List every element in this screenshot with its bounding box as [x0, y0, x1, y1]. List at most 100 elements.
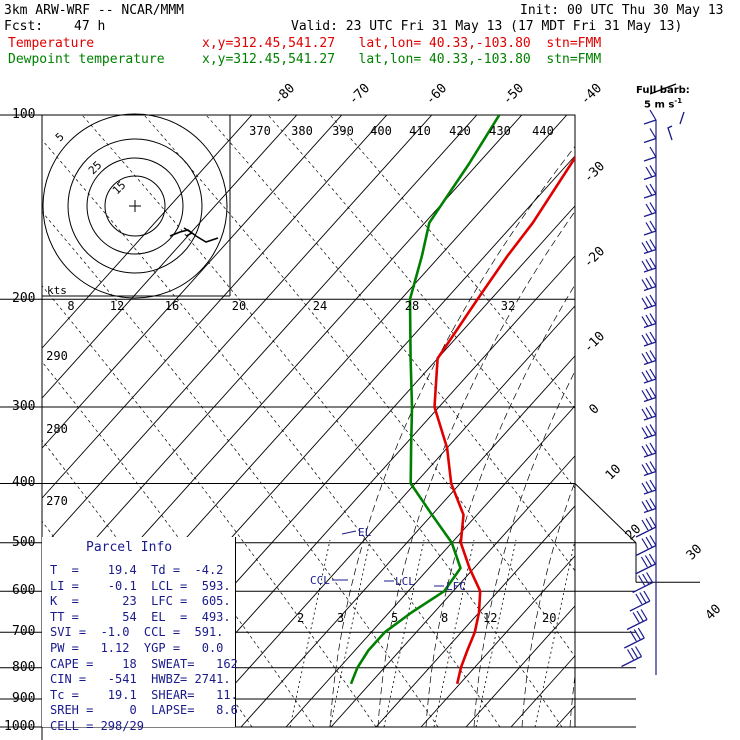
speed-scale-label: 8 — [67, 299, 74, 313]
model-title: 3km ARW-WRF -- NCAR/MMM — [4, 3, 185, 18]
forecast-label: Fcst: — [4, 19, 44, 34]
wind-barb-feather — [641, 242, 649, 253]
temperature-legend-label: Temperature — [8, 36, 95, 51]
moist-adiabat — [473, 370, 575, 727]
hodograph-ring — [42, 113, 228, 299]
parcel-info-row: CAPE = 18 SWEAT= 162 — [50, 656, 238, 671]
wind-barb-staff — [629, 600, 651, 612]
wind-barb-feather — [649, 405, 657, 417]
init-time: Init: 00 UTC Thu 30 May 13 — [520, 3, 724, 18]
mixing-ratio-lines — [289, 539, 576, 727]
mixing-ratio-line — [475, 539, 517, 727]
isotherm-label: -10 — [581, 329, 608, 356]
isotherm-line — [375, 505, 575, 727]
speed-scale-label: 32 — [501, 299, 515, 313]
wind-barb-feather — [649, 424, 657, 435]
wind-barb-feather — [645, 203, 653, 215]
lfc-label: LFC — [446, 580, 466, 593]
theta-label: 380 — [291, 124, 313, 138]
wind-barb-feather — [641, 408, 649, 420]
mixing-ratio-line — [534, 539, 576, 727]
wind-barb-feather — [629, 630, 637, 642]
wind-barb — [643, 128, 657, 144]
wind-barb-feather — [641, 316, 649, 327]
wind-barb — [641, 461, 657, 477]
isotherm-line — [601, 115, 740, 727]
isotherm-line — [150, 255, 575, 727]
wind-barb-feather — [645, 425, 653, 437]
wind-barb — [667, 125, 673, 141]
wind-barb-feather — [649, 146, 657, 158]
wind-barb-staff — [643, 489, 657, 495]
isotherm-line — [510, 655, 575, 727]
wind-barb-feather — [627, 649, 635, 660]
wind-barb-feather — [641, 501, 649, 512]
el-arrow — [341, 530, 357, 535]
frame-line — [574, 483, 637, 544]
dry-adiabat — [205, 115, 575, 572]
theta-label: 290 — [46, 349, 68, 363]
hodograph-ring-label: 25 — [86, 159, 105, 178]
wind-barb-staff — [621, 655, 642, 668]
hodograph-trace — [169, 229, 219, 243]
wind-barb-feather — [641, 390, 649, 401]
isotherm-line — [195, 305, 575, 727]
temperature-profile — [433, 155, 575, 685]
wind-barb-staff — [624, 637, 645, 649]
hodograph — [42, 113, 231, 299]
wind-barb — [641, 442, 657, 458]
parcel-info-row: PW = 1.12 YGP = 0.0 — [50, 641, 224, 655]
wind-barb-staff — [635, 544, 657, 557]
theta-label: 370 — [249, 124, 271, 138]
wind-barb — [643, 220, 657, 236]
dry-adiabat — [0, 115, 4, 727]
mixing-ratio-label: 5 — [391, 611, 398, 625]
hodograph-ring-label: 15 — [110, 179, 129, 198]
wind-barb-staff — [635, 563, 656, 575]
isotherm-line — [240, 355, 575, 727]
wind-barb-staff — [643, 193, 657, 199]
wind-barb-staff — [643, 285, 657, 292]
wind-barb-staff — [643, 359, 657, 366]
wind-barb-feather — [645, 351, 653, 363]
wind-barb-feather — [631, 647, 639, 659]
wind-barb-staff — [643, 415, 657, 421]
dry-adiabat — [42, 285, 377, 727]
wind-barb-staff — [643, 137, 657, 144]
wind-barb-feather — [645, 370, 653, 381]
theta-label: 410 — [409, 124, 431, 138]
wind-barb — [641, 498, 657, 514]
wind-barb-feather — [645, 314, 653, 326]
lcl-label: LCL — [395, 575, 415, 588]
dry-adiabat — [329, 115, 575, 409]
isotherm-label: -70 — [346, 81, 373, 108]
isotherm-label: 10 — [603, 462, 625, 484]
moist-adiabat — [377, 210, 575, 727]
wind-barb-staff — [643, 433, 657, 440]
mixing-ratio-line — [329, 539, 371, 727]
wind-barb — [641, 257, 657, 273]
isotherm-line — [42, 115, 388, 499]
wind-barb — [632, 572, 654, 594]
wind-barb — [641, 405, 657, 421]
wind-barb-feather — [639, 592, 647, 603]
wind-barb-feather — [649, 479, 657, 491]
pressure-label: 700 — [12, 624, 36, 640]
parcel-info-title: Parcel Info — [86, 540, 173, 555]
speed-scale-label: 20 — [232, 299, 246, 313]
wind-barb-staff — [643, 470, 657, 477]
wind-barb-feather — [633, 629, 641, 640]
parcel-info-row: TT = 54 EL = 493. — [50, 609, 231, 624]
wind-barb-staff — [643, 174, 657, 181]
isotherm-label: -20 — [581, 244, 608, 271]
wind-barb-feather — [645, 296, 653, 307]
hodograph-ring-label: 5 — [53, 130, 67, 144]
wind-barb-feather — [649, 368, 657, 380]
theta-label: 280 — [46, 422, 68, 436]
wind-barb-feather — [641, 427, 649, 438]
moist-adiabat — [425, 284, 575, 727]
wind-barb-feather — [649, 461, 657, 472]
wind-barb-staff — [643, 211, 657, 218]
wind-barb-feather — [643, 590, 651, 602]
theta-label: 420 — [449, 124, 471, 138]
